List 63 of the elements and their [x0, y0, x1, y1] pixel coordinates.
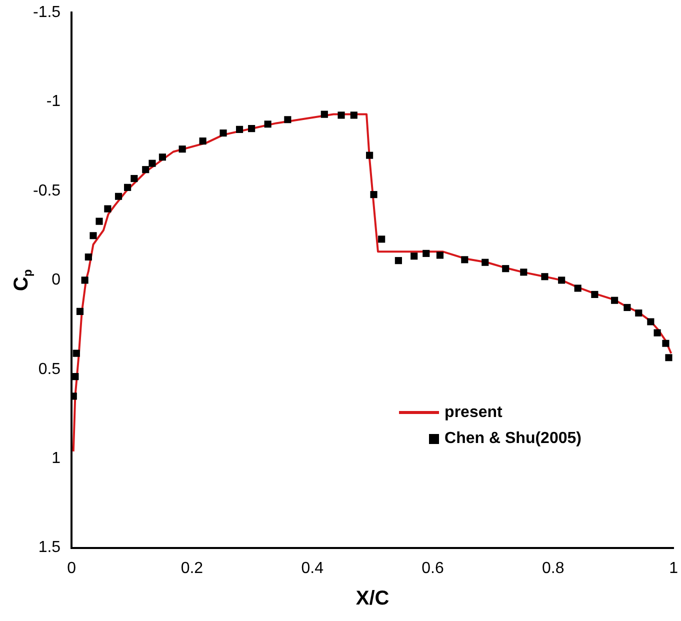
point	[378, 236, 386, 243]
legend-label: Chen & Shu(2005)	[444, 430, 582, 448]
point	[114, 192, 122, 200]
point	[90, 232, 97, 240]
point	[130, 174, 138, 182]
point	[320, 110, 328, 118]
point	[124, 184, 132, 191]
point	[436, 252, 444, 259]
point	[236, 126, 244, 133]
x-tick-label: 0.6	[422, 560, 444, 577]
point	[366, 152, 374, 159]
x-tick-label: 1	[669, 560, 678, 577]
y-axis-title: Cp	[10, 269, 34, 292]
x-tick-label: 0.8	[542, 560, 564, 577]
point	[178, 146, 186, 153]
point	[662, 340, 670, 347]
y-tick-label: -1	[46, 93, 61, 110]
point	[624, 304, 631, 312]
point	[284, 116, 292, 124]
point	[591, 290, 598, 298]
legend-label: present	[444, 404, 502, 422]
y-tick-label: 0.5	[38, 360, 61, 378]
point	[541, 273, 548, 280]
point	[104, 205, 112, 212]
y-tick-label: 0	[52, 272, 61, 289]
point	[72, 373, 79, 380]
point	[611, 296, 618, 304]
point	[558, 276, 566, 284]
point	[76, 308, 84, 315]
point	[665, 354, 672, 362]
point	[422, 250, 430, 257]
point	[647, 318, 654, 326]
point	[96, 218, 103, 225]
point	[264, 120, 272, 128]
x-tick-label: 0.2	[180, 560, 204, 577]
point	[81, 276, 88, 284]
point	[520, 268, 528, 276]
point	[574, 284, 582, 292]
point	[502, 265, 510, 272]
y-tick-label: -1.5	[32, 4, 61, 22]
point	[370, 191, 378, 198]
point	[394, 257, 402, 264]
point	[654, 329, 661, 336]
point	[220, 129, 227, 137]
point	[72, 350, 80, 357]
point	[482, 258, 489, 266]
point	[199, 138, 206, 145]
point	[158, 154, 166, 161]
x-tick-label: 0.4	[301, 560, 324, 577]
point	[148, 160, 156, 167]
point	[142, 166, 150, 174]
point	[84, 253, 92, 261]
point	[635, 309, 642, 317]
y-tick-label: 1	[52, 450, 61, 468]
x-axis-title: X/C	[356, 588, 390, 610]
point	[461, 256, 468, 264]
point	[350, 112, 358, 119]
y-tick-label: -0.5	[32, 182, 61, 200]
point	[338, 112, 345, 119]
y-tick-label: 1.5	[38, 539, 61, 556]
x-tick-label: 0	[67, 560, 76, 577]
point	[410, 252, 418, 260]
point	[248, 125, 256, 132]
